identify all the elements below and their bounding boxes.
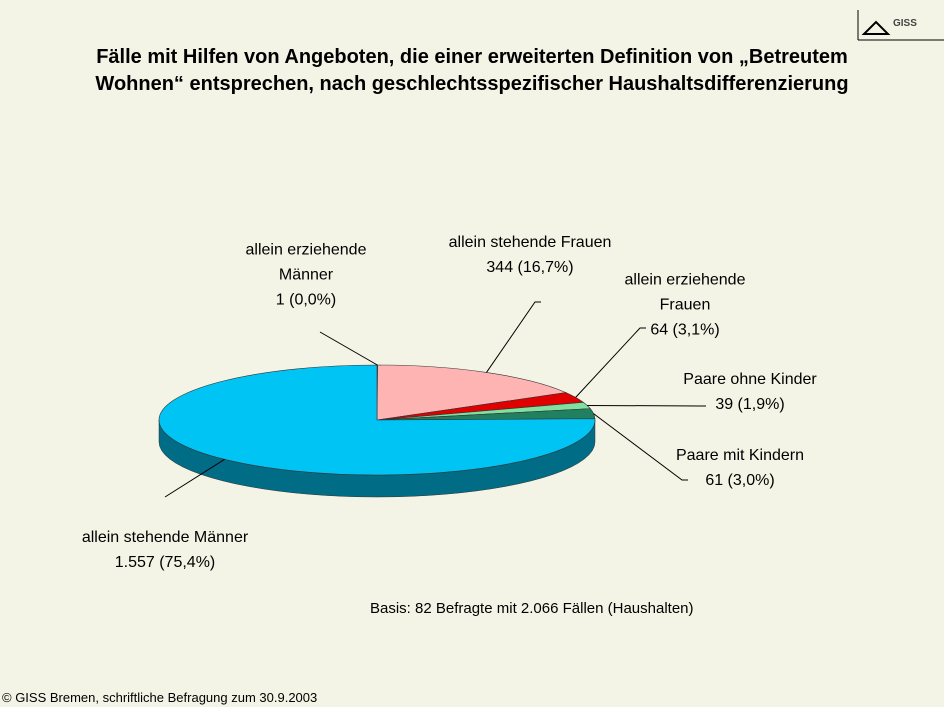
label-text: allein erziehende Männer — [245, 241, 367, 284]
label-text: 1 (0,0%) — [275, 291, 337, 309]
label-text: allein erziehende Frauen — [624, 271, 746, 314]
label-text: 64 (3,1%) — [650, 321, 720, 339]
chart-title: Fälle mit Hilfen von Angeboten, die eine… — [95, 46, 849, 95]
label-text: allein stehende Männer — [81, 529, 249, 546]
slice-label: allein stehende Frauen 344 (16,7%) — [445, 230, 615, 280]
slice — [376, 364, 568, 421]
label-text: Paare mit Kindern — [675, 447, 805, 464]
leader-line — [486, 301, 541, 373]
logo: GISS — [893, 18, 917, 29]
slice-label: Paare ohne Kinder 39 (1,9%) — [665, 367, 835, 417]
slice-label: allein erziehende Frauen 64 (3,1%) — [600, 268, 770, 343]
label-text: 39 (1,9%) — [715, 396, 785, 413]
slice-label: Paare mit Kindern 61 (3,0%) — [655, 443, 825, 493]
leader-line — [164, 458, 225, 498]
footer: © GISS Bremen, schriftliche Befragung zu… — [2, 690, 318, 705]
label-text: 61 (3,0%) — [705, 472, 775, 489]
slice-label: allein erziehende Männer 1 (0,0%) — [221, 238, 391, 313]
leader-line — [319, 331, 378, 366]
leader-line — [593, 413, 688, 481]
leader-line — [575, 327, 646, 398]
label-text: allein stehende Frauen — [448, 234, 612, 251]
label-text: 1.557 (75,4%) — [114, 554, 216, 571]
label-text: Paare ohne Kinder — [683, 371, 817, 388]
leader-line — [587, 404, 706, 407]
logo-icon — [861, 20, 891, 35]
label-text: 344 (16,7%) — [486, 259, 574, 276]
slice-label: allein stehende Männer 1.557 (75,4%) — [80, 525, 250, 575]
note: Basis: 82 Befragte mit 2.066 Fällen (Hau… — [370, 600, 694, 617]
